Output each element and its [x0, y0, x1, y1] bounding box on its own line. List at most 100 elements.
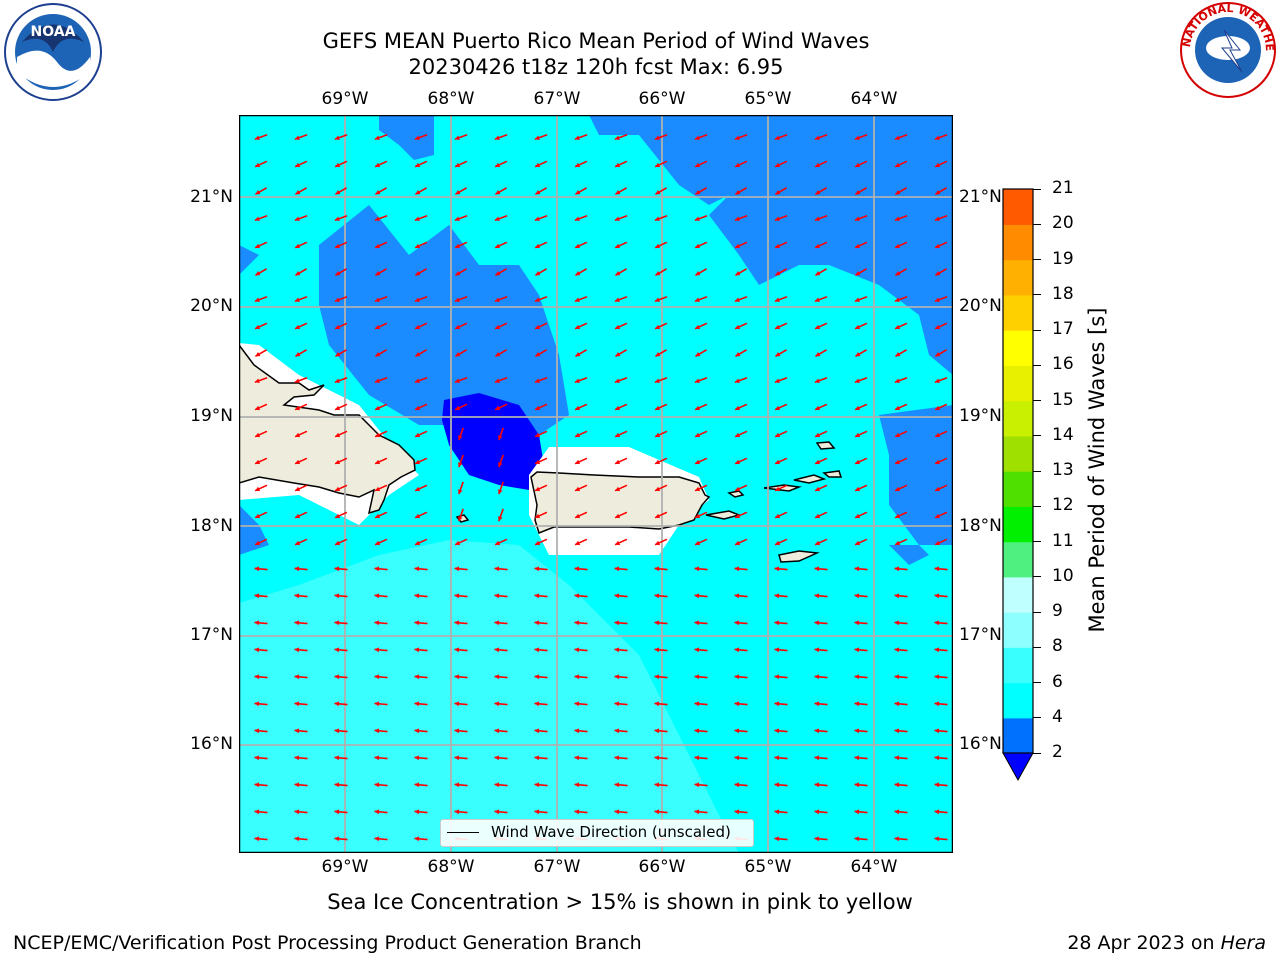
- wind-wave-arrowhead: [574, 378, 580, 383]
- wind-wave-arrowhead: [454, 701, 460, 707]
- hispaniola-land: [239, 343, 416, 515]
- wind-wave-arrowhead: [255, 162, 261, 168]
- wind-wave-arrowhead: [498, 435, 503, 441]
- lat-label-right: 21°N: [959, 187, 1002, 207]
- wind-wave-arrowhead: [654, 135, 660, 140]
- wind-wave-arrowhead: [494, 647, 500, 653]
- colorbar-tick-mark: [1033, 717, 1041, 719]
- wind-wave-arrowhead: [335, 432, 341, 438]
- wind-wave-arrowhead: [535, 405, 541, 411]
- wind-wave-arrowhead: [695, 162, 701, 168]
- wind-wave-arrowhead: [574, 593, 580, 599]
- wind-wave-arrowhead: [374, 647, 380, 653]
- noaa-logo: NOAA: [4, 3, 102, 101]
- wind-wave-arrowhead: [534, 701, 540, 707]
- wind-wave-arrowhead: [374, 782, 380, 788]
- wind-wave-arrowhead: [654, 782, 660, 788]
- wind-wave-arrowhead: [814, 836, 820, 842]
- wind-wave-arrowhead: [414, 620, 420, 626]
- wind-wave-arrowhead: [614, 216, 620, 221]
- wind-wave-arrowhead: [295, 243, 301, 249]
- wind-wave-arrowhead: [415, 486, 421, 492]
- lon-label-bottom: 69°W: [321, 857, 369, 877]
- sea-ice-note: Sea Ice Concentration > 15% is shown in …: [327, 890, 913, 914]
- wind-wave-arrowhead: [815, 271, 821, 276]
- wind-wave-arrowhead: [254, 755, 260, 761]
- wind-wave-arrowhead: [375, 459, 381, 465]
- wind-wave-arrowhead: [254, 728, 260, 734]
- colorbar-bin: [1003, 330, 1033, 366]
- wind-wave-arrowhead: [334, 297, 340, 302]
- wind-wave-arrowhead: [498, 462, 503, 468]
- wind-wave-arrowhead: [375, 432, 381, 438]
- wind-wave-arrowhead: [535, 162, 541, 168]
- colorbar-tick-label: 8: [1052, 636, 1063, 657]
- wind-wave-arrowhead: [694, 809, 700, 815]
- wind-wave-arrowhead: [894, 647, 900, 653]
- wind-wave-arrowhead: [255, 243, 261, 249]
- wind-wave-arrowhead: [934, 809, 940, 815]
- wind-wave-arrowhead: [934, 566, 940, 572]
- colorbar-tick-mark: [1033, 435, 1041, 437]
- lat-label-left: 18°N: [190, 516, 233, 536]
- wind-wave-arrowhead: [374, 836, 380, 842]
- wind-wave-arrowhead: [374, 755, 380, 761]
- wind-wave-arrowhead: [934, 216, 940, 221]
- wind-wave-arrowhead: [774, 297, 780, 302]
- wind-wave-arrowhead: [654, 647, 660, 653]
- wind-wave-arrowhead: [695, 405, 701, 411]
- lon-label-bottom: 67°W: [533, 857, 581, 877]
- wind-wave-arrowhead: [774, 378, 780, 383]
- wind-wave-arrowhead: [734, 135, 740, 140]
- wind-wave-arrowhead: [575, 486, 581, 492]
- wind-wave-arrowhead: [895, 243, 901, 249]
- wind-wave-arrowhead: [414, 755, 420, 761]
- wind-wave-arrowhead: [934, 135, 940, 140]
- wind-wave-arrowhead: [775, 513, 781, 519]
- colorbar-bin: [1003, 682, 1033, 719]
- period-field-6-8: [239, 540, 739, 853]
- lat-label-left: 16°N: [190, 734, 233, 754]
- legend-line: [447, 832, 479, 833]
- wind-wave-arrowhead: [334, 674, 340, 680]
- colorbar-tick-label: 18: [1052, 283, 1074, 304]
- wind-wave-arrowhead: [335, 190, 341, 195]
- wind-wave-arrowhead: [775, 190, 781, 195]
- wind-wave-arrowhead: [494, 809, 500, 815]
- wind-wave-arrowhead: [655, 459, 661, 465]
- wind-wave-arrowhead: [498, 516, 503, 522]
- wind-wave-arrowhead: [735, 405, 741, 411]
- lon-label-top: 65°W: [744, 89, 792, 109]
- wind-wave-arrowhead: [294, 782, 300, 788]
- wind-wave-arrowhead: [455, 243, 461, 249]
- wind-wave-arrowhead: [295, 432, 301, 438]
- wind-wave-arrowhead: [334, 135, 340, 140]
- wind-wave-arrowhead: [695, 324, 701, 330]
- wind-wave-arrowhead: [374, 378, 380, 383]
- wind-wave-arrowhead: [615, 162, 621, 168]
- wind-wave-arrowhead: [935, 352, 941, 357]
- wind-wave-arrowhead: [335, 352, 341, 357]
- wind-wave-arrowhead: [454, 297, 460, 302]
- wind-wave-arrowhead: [335, 243, 341, 249]
- wind-wave-arrowhead: [734, 566, 740, 572]
- wind-wave-arrowhead: [335, 405, 341, 411]
- wind-wave-arrowhead: [654, 297, 660, 302]
- wind-wave-arrowhead: [695, 513, 701, 519]
- wind-wave-arrowhead: [535, 540, 541, 546]
- wind-wave-arrowhead: [575, 432, 581, 438]
- wind-wave-arrowhead: [894, 216, 900, 221]
- colorbar-tick-mark: [1033, 505, 1041, 507]
- wind-wave-arrowhead: [615, 513, 621, 519]
- colorbar-tick-label: 15: [1052, 389, 1074, 410]
- wind-wave-arrowhead: [295, 405, 301, 411]
- wind-wave-arrowhead: [375, 162, 381, 168]
- wind-wave-arrowhead: [735, 162, 741, 168]
- wind-wave-arrowhead: [534, 647, 540, 653]
- wind-wave-arrowhead: [734, 378, 740, 383]
- wind-wave-arrowhead: [774, 216, 780, 221]
- wind-wave-arrowhead: [495, 271, 501, 276]
- wind-wave-arrowhead: [294, 216, 300, 221]
- wind-wave-arrowhead: [454, 620, 460, 626]
- lat-label-right: 20°N: [959, 296, 1002, 316]
